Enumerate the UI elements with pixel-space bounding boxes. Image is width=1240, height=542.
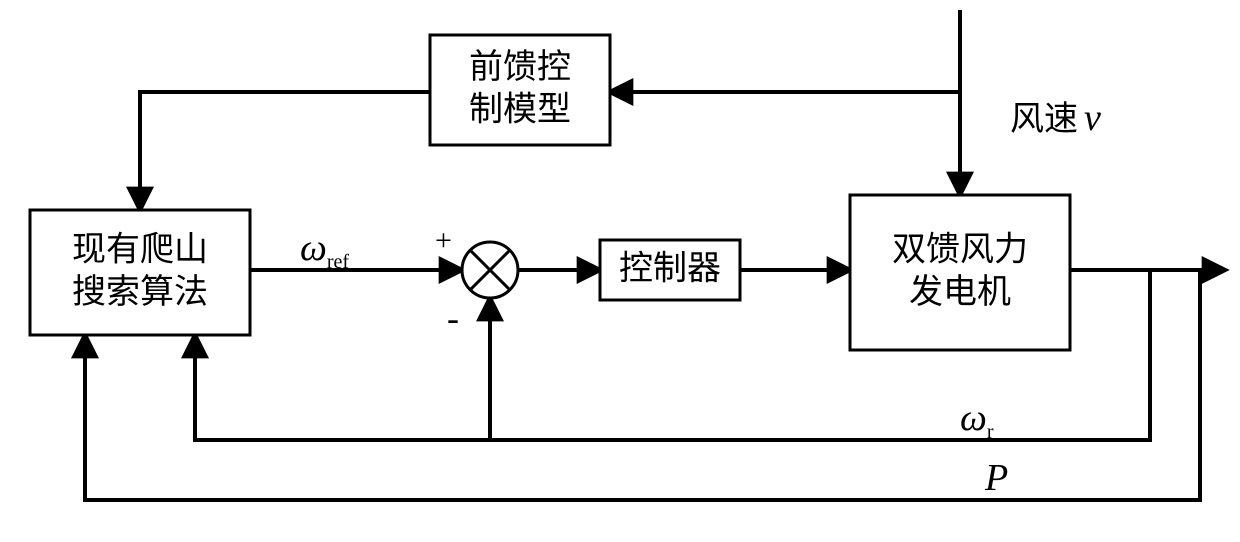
omega-ref-label: ωref [300,227,349,273]
dfig-box [850,195,1070,350]
edge-ff-to-hc [140,92,430,210]
hillclimb-label-1: 搜索算法 [72,273,208,311]
feedforward-label-1: 制模型 [469,91,571,129]
wind-label: 风速v [1010,97,1101,139]
edge-fb-omega-r-hc [195,335,490,440]
feedforward-label-0: 前馈控 [469,48,571,86]
omega-r-label: ωr [960,397,994,443]
controller-label-0: 控制器 [619,249,721,287]
hillclimb-box [30,210,250,335]
minus-sign: - [447,298,459,338]
dfig-label-0: 双馈风力 [892,231,1028,269]
plus-sign: + [435,224,452,257]
p-label: P [984,457,1008,499]
hillclimb-label-0: 现有爬山 [72,231,208,269]
dfig-label-1: 发电机 [909,273,1011,311]
